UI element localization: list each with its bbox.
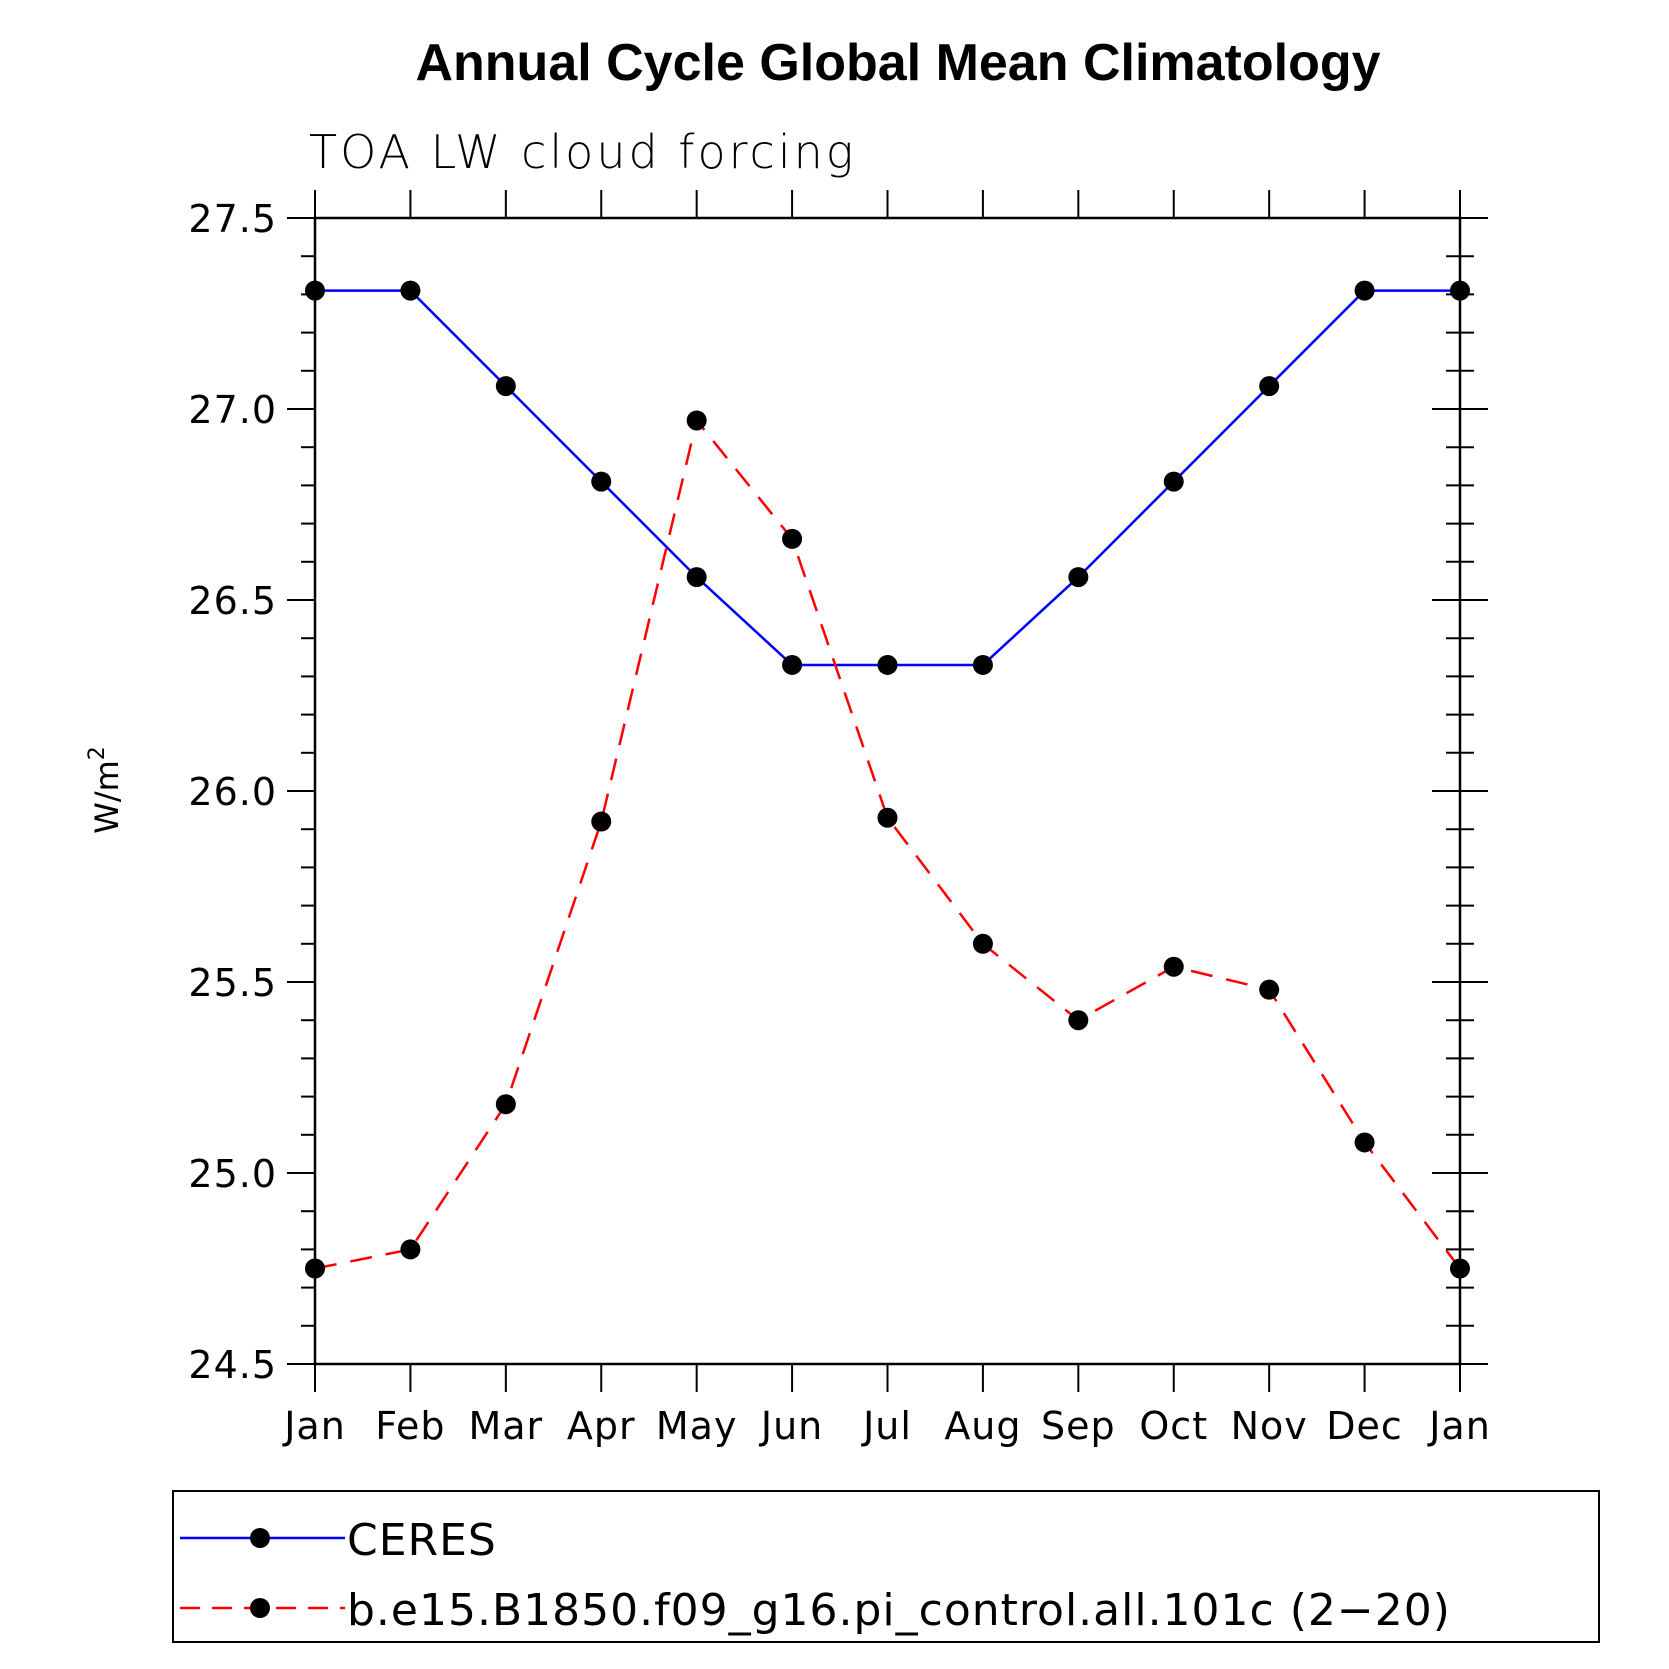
chart-title: Annual Cycle Global Mean Climatology [415, 34, 1380, 92]
y-tick-label: 26.0 [188, 770, 277, 814]
legend: CERES b.e15.B1850.f09_g16.pi_control.all… [172, 1490, 1600, 1643]
x-tick-label: Nov [1231, 1404, 1308, 1448]
y-tick-label: 25.5 [188, 961, 277, 1005]
series-1-point [591, 811, 612, 832]
x-tick-label: Feb [375, 1404, 445, 1448]
legend-marker-ceres [250, 1528, 270, 1548]
series-1-point [972, 933, 993, 954]
series-line-1 [314, 417, 1461, 1270]
series-0-point [1068, 567, 1089, 588]
series-0-point [1354, 280, 1375, 301]
series-0-point [495, 376, 516, 397]
x-tick-label: Sep [1041, 1404, 1116, 1448]
series-0-point [972, 654, 993, 675]
x-tick-label: May [656, 1404, 738, 1448]
x-tick-label: Apr [567, 1404, 636, 1448]
series-1-point [1259, 979, 1280, 1000]
series-1-point [1354, 1132, 1375, 1153]
y-tick-label: 27.0 [188, 388, 277, 432]
series-1-point [305, 1258, 325, 1279]
x-tick-label: Jan [282, 1404, 346, 1448]
series-line-0 [315, 289, 1460, 667]
series-0-point [400, 280, 421, 301]
legend-label-ceres: CERES [347, 1515, 497, 1566]
series-0-point [305, 280, 325, 301]
plot-area [313, 216, 1462, 1366]
legend-marker-model [250, 1598, 270, 1618]
series-1-point [686, 410, 707, 431]
series-1-point [1450, 1258, 1470, 1279]
y-axis-label-unit: W/m [88, 760, 126, 834]
y-tick-labels: 24.5 25.0 25.5 26.0 26.5 27.0 27.5 [188, 197, 277, 1387]
y-tick-label: 27.5 [188, 197, 277, 241]
series-1-point [782, 528, 803, 549]
x-tick-label: Oct [1139, 1404, 1208, 1448]
x-tick-label: Jan [1427, 1404, 1491, 1448]
series-0-point [591, 471, 612, 492]
legend-label-model: b.e15.B1850.f09_g16.pi_control.all.101c … [347, 1585, 1451, 1636]
series-1-point [495, 1094, 516, 1115]
series-1-point [1163, 956, 1184, 977]
series-1-point [877, 807, 898, 828]
y-tick-label: 24.5 [188, 1343, 277, 1387]
data-series [305, 280, 1470, 1279]
series-1-point [1068, 1010, 1089, 1031]
y-tick-label: 25.0 [188, 1152, 277, 1196]
series-0-point [1163, 471, 1184, 492]
series-0-point [1450, 280, 1470, 301]
plot-frame [313, 216, 1462, 1366]
x-tick-label: Aug [944, 1404, 1021, 1448]
series-1-point [400, 1239, 421, 1260]
series-0-point [782, 654, 803, 675]
chart-subtitle: TOA LW cloud forcing [309, 125, 856, 179]
x-tick-label: Jul [861, 1404, 912, 1448]
y-tick-label: 26.5 [188, 579, 277, 623]
legend-box [172, 1490, 1600, 1643]
x-tick-label: Jun [759, 1404, 823, 1448]
y-axis-label-superscript: 2 [85, 746, 110, 760]
axis-ticks [287, 190, 1488, 1392]
series-0-point [877, 654, 898, 675]
y-axis-label: W/m2 [85, 746, 126, 834]
x-tick-labels: Jan Feb Mar Apr May Jun Jul Aug Sep Oct Nov Dec Jan [282, 1404, 1491, 1448]
x-tick-label: Dec [1326, 1404, 1403, 1448]
x-tick-label: Mar [468, 1404, 543, 1448]
series-0-point [686, 567, 707, 588]
series-0-point [1259, 376, 1280, 397]
